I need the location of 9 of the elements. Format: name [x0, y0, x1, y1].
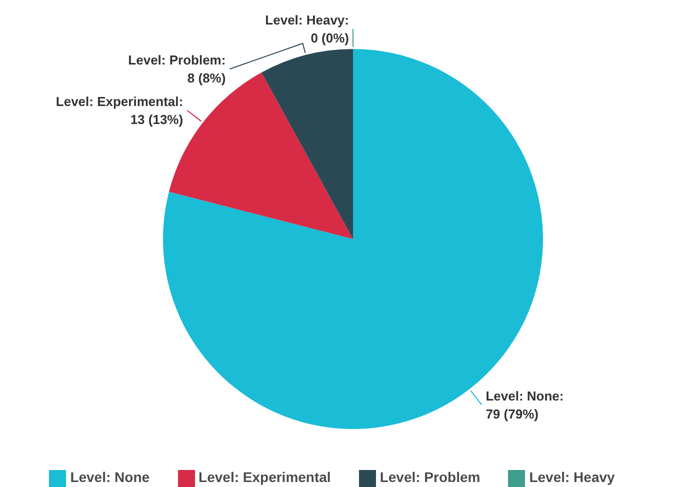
data-label: Level: Experimental: 13 (13%) [56, 94, 184, 127]
legend-label: Level: Heavy [529, 469, 615, 486]
data-label: Level: None: 79 (79%) [486, 388, 564, 422]
pie-slice [261, 49, 353, 239]
legend-label: Level: Experimental [198, 469, 331, 486]
data-label: Level: Problem: 8 (8%) [128, 52, 226, 86]
text: Level: Heavy: 0 (0%) [265, 12, 349, 46]
legend-label: Level: Problem [380, 469, 480, 486]
legend-label: Level: None [70, 469, 150, 486]
